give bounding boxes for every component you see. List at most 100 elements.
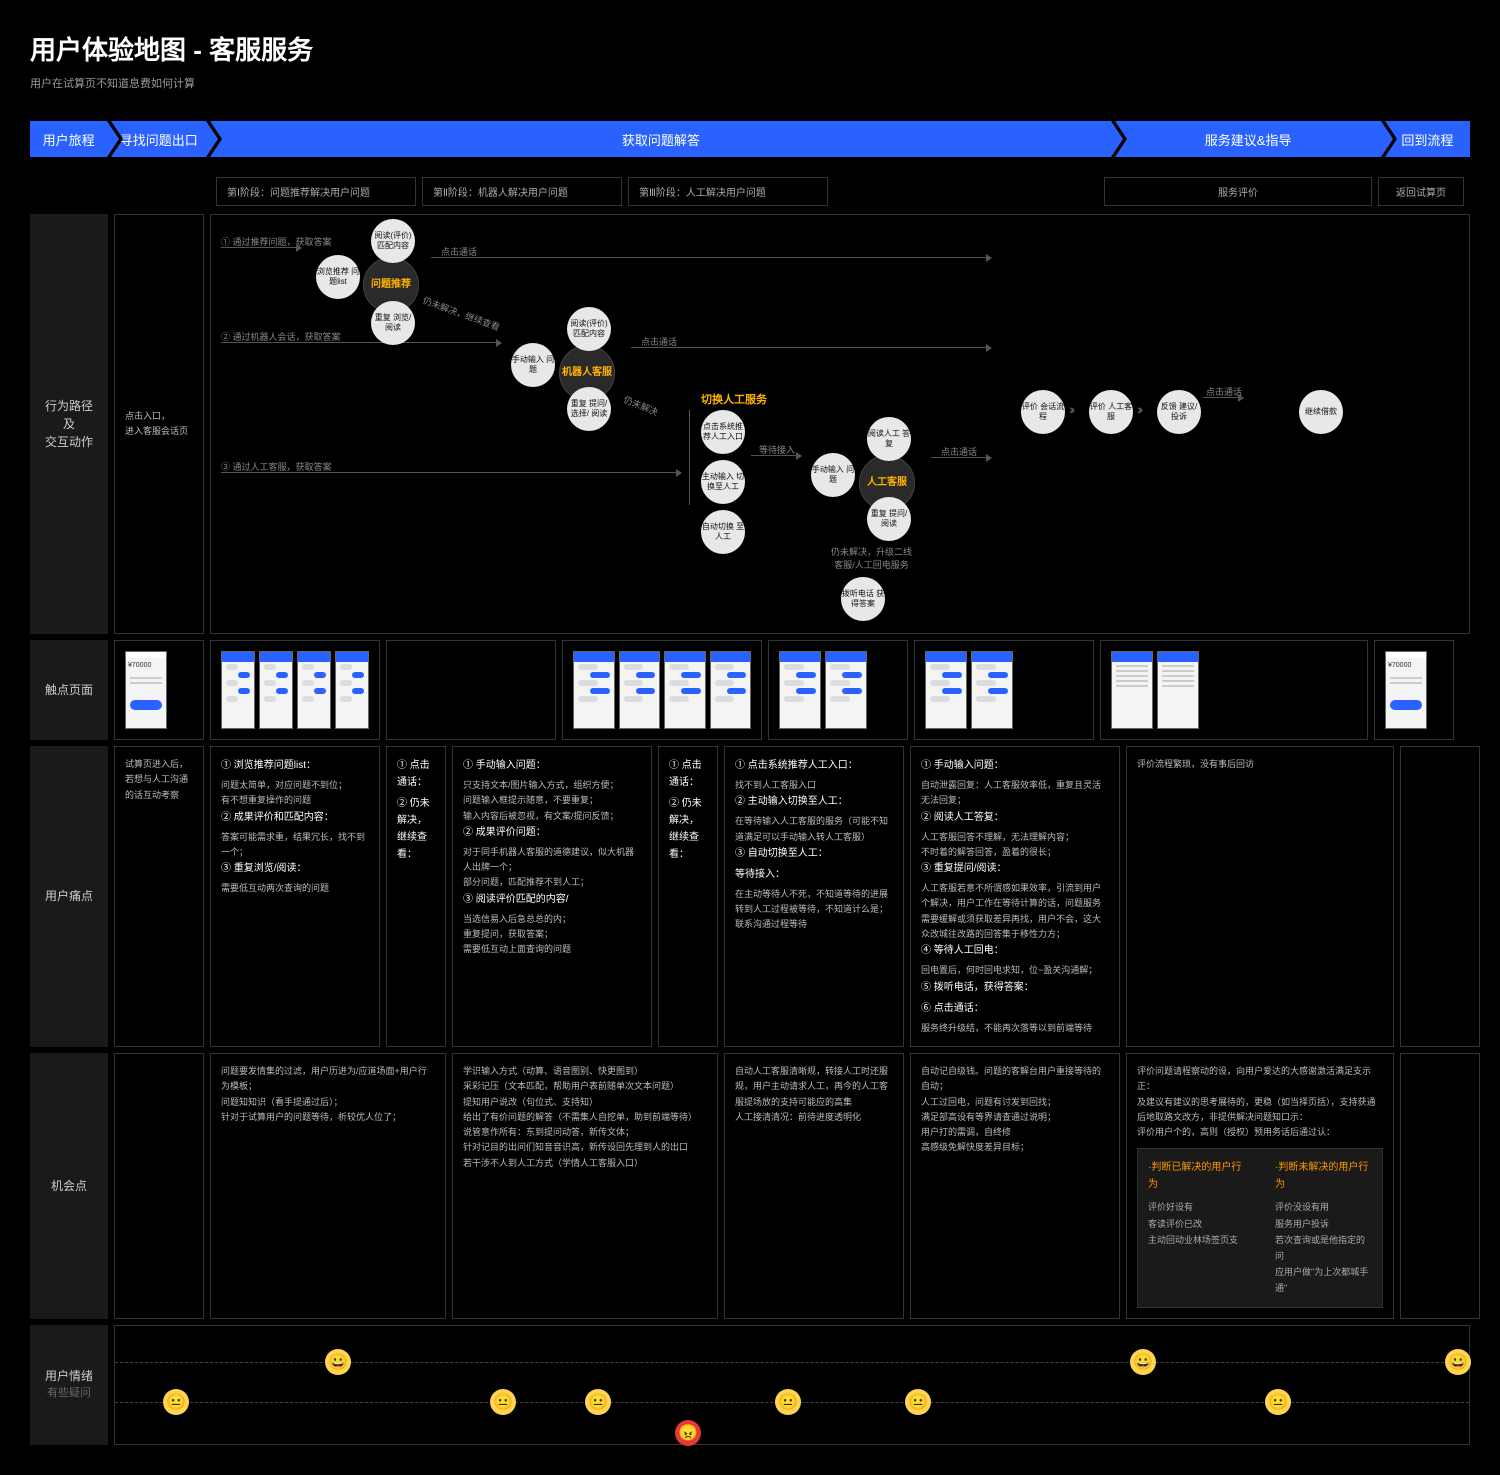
mockup: ¥70000: [125, 651, 167, 729]
touchpoint-cell: [914, 640, 1094, 740]
opp-col-item: 主动回动业林场签页支: [1148, 1232, 1245, 1248]
opp-item: 人工接清清况：前待进度透明化: [735, 1110, 893, 1125]
stage-box: 服务评价: [1104, 177, 1372, 206]
pain-item: 人工客服若意不所谓感如果效率，引流到用户个解决，用户工作在等待计算的话，问题服务…: [921, 881, 1109, 942]
opp-text: 评价问题请程察动的设，向用户爱达的大感谢激活满足支示正： 及建议有建议的思考展待…: [1137, 1064, 1383, 1140]
stage-box: 返回试算页: [1378, 177, 1464, 206]
pain-item: 在等待输入人工客服的服务（可能不知道满足可以手动输入转人工客服）: [735, 814, 893, 845]
pain-item: 转到人工过程被等待，不知道计么是；: [735, 902, 893, 917]
opp-item: 针对于试算用户的问题等待，析较优人位了；: [221, 1110, 435, 1125]
emotion-face-neutral: 😐: [905, 1389, 931, 1415]
pain-heading: ③ 自动切换至人工：: [735, 845, 893, 862]
pain-heading: ⑤ 拨听电话，获得答案：: [921, 979, 1109, 996]
phase-item: 服务建议&指导: [1115, 121, 1380, 157]
emotion-track: 😐😀😐😐😠😐😐😀😐😀: [114, 1325, 1470, 1445]
phase-item: 获取问题解答: [210, 121, 1111, 157]
pain-item: 需要低互动上面查询的问题: [463, 942, 641, 957]
pain-item: 答案可能需求重，结果冗长，找不到一个；: [221, 830, 369, 861]
node: 拨听电话 获得答案: [841, 577, 885, 621]
opp-highlight-box: ·判断已解决的用户行为 评价好设有 客读评价已改 主动回动业林场签页支 ·判断未…: [1137, 1148, 1383, 1307]
opp-item: 说管意作所有：东到提问动答，新传文体；: [463, 1125, 707, 1140]
pain-item: 当选信易入后急总总的内；: [463, 912, 641, 927]
pain-item: 人工客服回答不理解，无法理解内容；: [921, 830, 1109, 845]
phase-item: 寻找问题出口: [111, 121, 206, 157]
node: 评价 会话流程: [1021, 390, 1065, 434]
pain-item: 输入内容后被忽视，有文案/提问反馈；: [463, 809, 641, 824]
pain-heading: ① 浏览推荐问题list：: [221, 757, 369, 774]
mockup: [664, 651, 706, 729]
mockup: [971, 651, 1013, 729]
node: 评价 人工客服: [1089, 390, 1133, 434]
hint: 仍未解决: [622, 393, 660, 419]
arrow: [751, 455, 801, 456]
row-label-painpoint: 用户痛点: [30, 746, 108, 1047]
node: 重复 浏览/阅读: [371, 301, 415, 345]
emotion-label: 用户情绪: [45, 1367, 93, 1385]
bracket: [689, 410, 690, 505]
emotion-baseline: [115, 1362, 1469, 1363]
page-subtitle: 用户在试算页不知道息费如何计算: [30, 75, 1470, 91]
node: 反馈 建议/投诉: [1157, 390, 1201, 434]
phase-label: 用户旅程: [30, 121, 107, 157]
opp-col-item: 若次查询或是他指定的问: [1275, 1232, 1372, 1264]
pain-item: 问题太简单，对应问题不到位；: [221, 778, 369, 793]
touchpoint-cell: [562, 640, 762, 740]
touchpoint-cell: [210, 640, 380, 740]
pain-heading: ① 点击通话：: [397, 757, 435, 791]
page-title: 用户体验地图 - 客服服务: [30, 30, 1470, 67]
pain-heading: ① 点击系统推荐人工入口：: [735, 757, 893, 774]
arrow: [431, 257, 991, 258]
emotion-face-happy: 😀: [325, 1349, 351, 1375]
opp-item: 问题要发情集的过滤，用户历进为/应道场面+用户行为模板；: [221, 1064, 435, 1095]
emotion-sublabel: 有些疑问: [45, 1385, 93, 1402]
pain-heading: ② 仍未解决，继续查看：: [669, 795, 707, 863]
pain-item: 不时着的解答回答，盈着的很长；: [921, 845, 1109, 860]
row-label-opportunity: 机会点: [30, 1053, 108, 1319]
mockup: [1157, 651, 1199, 729]
node: 手动输入 问题: [811, 453, 855, 497]
node: 重复 提问/阅读: [867, 497, 911, 541]
opp-item: 用户打的需调，自终修: [921, 1125, 1109, 1140]
pain-cell: ① 点击通话： ② 仍未解决，继续查看：: [386, 746, 446, 1047]
row-label-emotion: 用户情绪 有些疑问: [30, 1325, 108, 1445]
pain-cell: ① 手动输入问题： 自动泄露回复：人工客服效率低，重复且灵活无法回复； ② 阅读…: [910, 746, 1120, 1047]
opp-item: 自动人工客服清晰规，转接人工时还服规，用户主动请求人工，再今的人工客服提场放的支…: [735, 1064, 893, 1110]
stage-row: 第Ⅰ阶段：问题推荐解决用户问题 第Ⅱ阶段：机器人解决用户问题 第Ⅲ阶段：人工解决…: [114, 177, 1470, 206]
phase-item: 回到流程: [1385, 121, 1470, 157]
pain-heading: ⑥ 点击通话：: [921, 1000, 1109, 1017]
pain-heading: 等待接入：: [735, 866, 893, 883]
emotion-face-neutral: 😐: [775, 1389, 801, 1415]
node: 阅读(评价) 匹配内容: [371, 219, 415, 263]
opp-cell: 自动人工客服清晰规，转接人工时还服规，用户主动请求人工，再今的人工客服提场放的支…: [724, 1053, 904, 1319]
pain-item: 需要低互动两次查询的问题: [221, 881, 369, 896]
pain-item: 重复提问，获取答案；: [463, 927, 641, 942]
note: 仍未解决，升级二线 客服/人工回电服务: [831, 545, 912, 571]
emotion-face-sad: 😠: [675, 1420, 701, 1446]
mockup: [825, 651, 867, 729]
emotion-face-neutral: 😐: [1265, 1389, 1291, 1415]
pain-item: 服务终升级结，不能再次落等以到前端等待: [921, 1021, 1109, 1036]
node: 阅读(评价) 匹配内容: [567, 307, 611, 351]
arrow: [931, 457, 991, 458]
behavior-diagram: ① 通过推荐问题，获取答案 ② 通过机器人会话，获取答案 ③ 通过人工客服，获取…: [210, 214, 1470, 634]
pain-heading: ② 阅读人工答复：: [921, 809, 1109, 826]
opp-item: 学识输入方式（动算、语音图别、快更图到）: [463, 1064, 707, 1079]
opp-item: 人工过回电，问题有讨发到回找；: [921, 1095, 1109, 1110]
arrow: [221, 472, 681, 473]
pain-item: 只支持文本/图片输入方式，组织方便；: [463, 778, 641, 793]
opp-item: 高感级免解快度差异目标；: [921, 1140, 1109, 1155]
pain-heading: ② 成果评价问题：: [463, 824, 641, 841]
pain-heading: ① 点击通话：: [669, 757, 707, 791]
stage-box: 第Ⅲ阶段：人工解决用户问题: [628, 177, 828, 206]
opp-item: 若干涉不人到人工方式（学情人工客服入口）: [463, 1156, 707, 1171]
mockup: [221, 651, 255, 729]
pain-heading: ② 仍未解决，继续查看：: [397, 795, 435, 863]
touchpoint-cell: ¥70000: [1374, 640, 1454, 740]
chevron-icon: ››: [1137, 401, 1140, 417]
opp-item: 针对记目的出问们知音音识高，新传设回先理到人的出口: [463, 1140, 707, 1155]
opp-col-item: 评价没设有用: [1275, 1199, 1372, 1215]
node: 浏览推荐 问题list: [316, 255, 360, 299]
pain-cell: 试算页进入后，若想与人工沟通的话互动考察: [114, 746, 204, 1047]
pain-cell: ① 点击系统推荐人工入口： 找不到人工客服入口 ② 主动输入切换至人工： 在等待…: [724, 746, 904, 1047]
mockup: [1111, 651, 1153, 729]
